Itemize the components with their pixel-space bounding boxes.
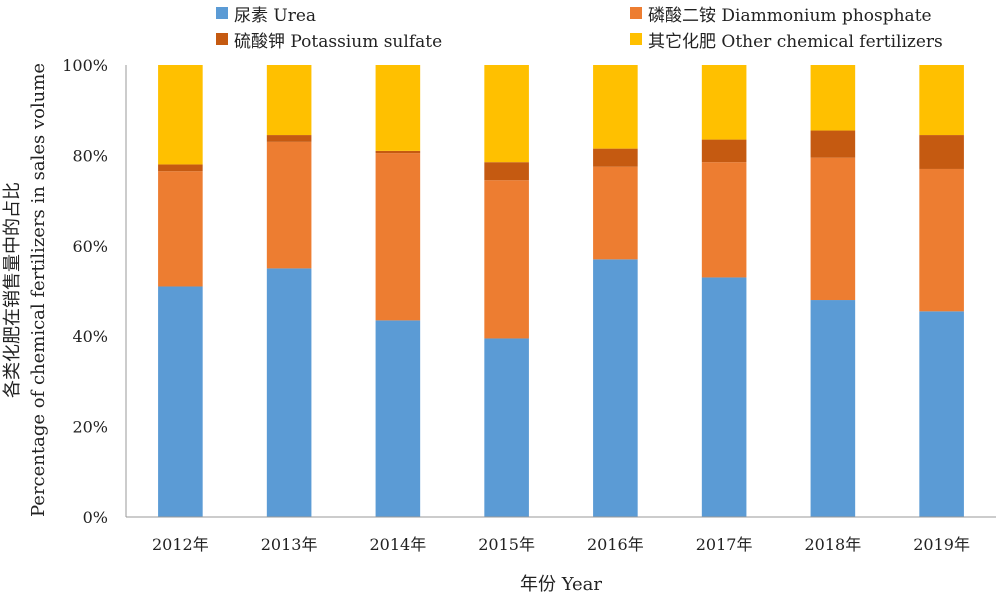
y-tick-label: 40% — [72, 327, 108, 346]
x-tick-label: 2016年 — [587, 535, 644, 554]
bar-segment-1-2013年 — [266, 268, 312, 517]
bar-segment-2-2015年 — [484, 180, 529, 339]
legend-item-diammonium-phosphate: 磷酸二铵 Diammonium phosphate — [630, 2, 932, 26]
legend-swatch-urea — [216, 7, 228, 19]
y-tick-label: 20% — [72, 418, 108, 437]
y-tick-label: 0% — [83, 508, 108, 527]
y-tick-label: 80% — [72, 146, 108, 165]
y-axis-title-chinese: 各类化肥在销售量中的占比 — [2, 182, 23, 398]
x-tick-label: 2019年 — [913, 535, 970, 554]
x-tick-label: 2012年 — [152, 535, 209, 554]
bar-segment-3-2017年 — [701, 139, 747, 163]
bar-segment-2-2016年 — [593, 166, 638, 260]
bar-segment-4-2017年 — [701, 65, 747, 140]
x-tick-label: 2013年 — [261, 535, 318, 554]
legend-swatch-diammonium-phosphate — [630, 7, 642, 19]
x-tick-labels: 2012年 2013年 2014年 2015年 2016年 2017年 2018年 2019年 — [152, 535, 970, 554]
y-tick-labels: 0% 20% 40% 60% 80% 100% — [62, 56, 108, 527]
bar-segment-3-2016年 — [593, 148, 638, 167]
x-tick-label: 2017年 — [696, 535, 753, 554]
bar-segment-4-2019年 — [919, 65, 964, 136]
x-axis-title: 年份 Year — [520, 574, 602, 594]
bar-segment-3-2014年 — [375, 150, 421, 154]
bar-segment-3-2012年 — [158, 164, 203, 172]
x-tick-label: 2015年 — [478, 535, 535, 554]
bar-segment-4-2018年 — [810, 65, 856, 131]
legend-item-urea: 尿素 Urea — [216, 2, 317, 26]
bar-segment-1-2019年 — [919, 311, 964, 517]
bar-segment-3-2018年 — [810, 130, 856, 158]
bar-segment-1-2018年 — [810, 300, 856, 517]
bar-segment-4-2015年 — [484, 65, 529, 163]
bar-segment-2-2013年 — [266, 141, 312, 269]
x-tick-label: 2018年 — [805, 535, 862, 554]
y-tick-label: 100% — [62, 56, 108, 75]
bar-segment-2-2018年 — [810, 157, 856, 301]
bar-segment-2-2019年 — [919, 168, 964, 312]
bar-segment-1-2017年 — [701, 277, 747, 517]
bar-segment-1-2016年 — [593, 259, 638, 517]
legend-label-diammonium-phosphate: 磷酸二铵 Diammonium phosphate — [648, 5, 932, 26]
y-axis-title-english: Percentage of chemical fertilizers in sa… — [28, 63, 49, 517]
bar-segment-2-2014年 — [375, 153, 421, 321]
bar-segment-3-2015年 — [484, 162, 529, 181]
bar-segment-1-2014年 — [375, 320, 421, 517]
legend-swatch-other-fertilizers — [630, 33, 642, 45]
legend-label-urea: 尿素 Urea — [234, 5, 317, 26]
bar-segment-1-2015年 — [484, 338, 529, 517]
bar-segment-4-2014年 — [375, 65, 421, 151]
bar-segment-4-2016年 — [593, 65, 638, 149]
bar-segment-4-2013年 — [266, 65, 312, 136]
bars-group — [158, 65, 964, 517]
bar-segment-4-2012年 — [158, 65, 203, 165]
bar-segment-3-2013年 — [266, 135, 312, 142]
legend-item-potassium-sulfate: 硫酸钾 Potassium sulfate — [216, 28, 443, 52]
bar-segment-1-2012年 — [158, 286, 203, 517]
legend-label-potassium-sulfate: 硫酸钾 Potassium sulfate — [234, 31, 443, 52]
legend-swatch-potassium-sulfate — [216, 33, 228, 45]
x-tick-label: 2014年 — [370, 535, 427, 554]
y-tick-label: 60% — [72, 237, 108, 256]
bar-segment-2-2012年 — [158, 171, 203, 287]
legend-label-other-fertilizers: 其它化肥 Other chemical fertilizers — [648, 31, 943, 52]
bar-segment-3-2019年 — [919, 135, 964, 169]
legend-item-other-fertilizers: 其它化肥 Other chemical fertilizers — [630, 28, 943, 52]
bar-segment-2-2017年 — [701, 162, 747, 278]
